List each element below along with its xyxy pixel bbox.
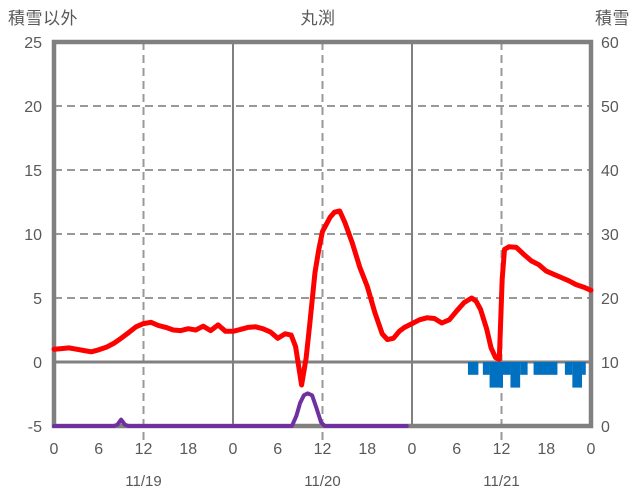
x-tick-label: 12 xyxy=(135,441,153,458)
y-left-tick-label: 20 xyxy=(24,99,42,116)
blue-bars-bar xyxy=(502,362,511,375)
blue-bars-bar xyxy=(489,362,503,388)
y-left-tick-label: 5 xyxy=(33,291,42,308)
right-axis-title: 積雪 xyxy=(595,9,630,28)
y-right-tick-label: 20 xyxy=(601,291,619,308)
x-tick-label: 0 xyxy=(229,441,238,458)
date-label: 11/21 xyxy=(483,473,519,490)
blue-bars-bar xyxy=(482,362,490,375)
blue-bars-bar xyxy=(467,362,479,375)
x-tick-label: 6 xyxy=(452,441,461,458)
x-tick-label: 6 xyxy=(94,441,103,458)
x-tick-label: 12 xyxy=(493,441,511,458)
blue-bars-bar xyxy=(533,362,558,375)
y-right-tick-label: 10 xyxy=(601,355,619,372)
blue-bars-bar xyxy=(520,362,528,375)
x-tick-label: 18 xyxy=(358,441,376,458)
x-tick-label: 18 xyxy=(537,441,555,458)
x-tick-label: 6 xyxy=(273,441,282,458)
blue-bars-bar xyxy=(582,362,586,375)
x-tick-label: 0 xyxy=(408,441,417,458)
y-left-tick-label: 10 xyxy=(24,227,42,244)
y-left-tick-label: 0 xyxy=(33,355,42,372)
y-right-tick-label: 40 xyxy=(601,163,619,180)
y-left-tick-label: 15 xyxy=(24,163,42,180)
y-left-tick-label: -5 xyxy=(28,419,42,436)
purple-line xyxy=(52,391,409,428)
chart-title: 丸渕 xyxy=(300,9,336,28)
y-right-tick-label: 30 xyxy=(601,227,619,244)
date-label: 11/20 xyxy=(304,473,340,490)
blue-bars-bar xyxy=(572,362,583,388)
x-tick-label: 0 xyxy=(50,441,59,458)
x-tick-label: 18 xyxy=(179,441,197,458)
red-line xyxy=(51,208,594,388)
x-tick-label: 0 xyxy=(587,441,596,458)
date-label: 11/19 xyxy=(125,473,161,490)
x-tick-label: 12 xyxy=(314,441,332,458)
blue-bars-bar xyxy=(564,362,573,375)
blue-bars-bar xyxy=(510,362,521,388)
y-left-tick-label: 25 xyxy=(24,35,42,52)
y-right-tick-label: 60 xyxy=(601,35,619,52)
y-right-tick-label: 0 xyxy=(601,419,610,436)
y-right-tick-label: 50 xyxy=(601,99,619,116)
left-axis-title: 積雪以外 xyxy=(8,9,78,28)
